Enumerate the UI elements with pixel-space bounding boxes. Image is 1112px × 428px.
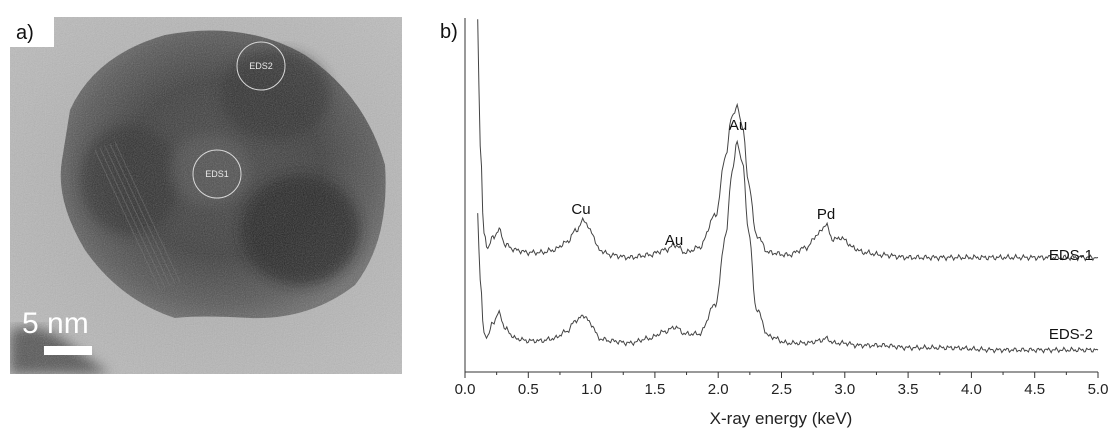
series-line-eds-1 bbox=[477, 19, 1099, 262]
eds2-region-label: EDS2 bbox=[249, 61, 273, 71]
x-tick-label: 0.5 bbox=[518, 381, 539, 398]
peak-label-au-minor: Au bbox=[665, 232, 683, 249]
panel-a-label: a) bbox=[16, 22, 34, 44]
x-tick-label: 0.0 bbox=[455, 381, 476, 398]
scale-bar bbox=[44, 346, 92, 355]
scale-bar-label: 5 nm bbox=[22, 307, 89, 340]
peak-label-au-major: Au bbox=[729, 117, 747, 134]
eds1-region-label: EDS1 bbox=[205, 169, 229, 179]
x-tick-label: 4.0 bbox=[961, 381, 982, 398]
x-tick-label: 1.5 bbox=[644, 381, 665, 398]
x-tick-label: 1.0 bbox=[581, 381, 602, 398]
series-line-eds-2 bbox=[477, 139, 1099, 354]
panel-b-label: b) bbox=[440, 21, 458, 43]
eds1-region-circle bbox=[192, 149, 242, 199]
x-ticks: 0.0 0.5 1.0 1.5 2.0 2.5 3.0 3.5 4.0 4.5 5.0 bbox=[455, 372, 1109, 398]
series-label-eds2: EDS-2 bbox=[1049, 326, 1093, 343]
peak-label-cu: Cu bbox=[571, 201, 590, 218]
panel-a-label-box bbox=[10, 17, 54, 47]
peak-label-pd: Pd bbox=[817, 206, 835, 223]
x-tick-label: 2.0 bbox=[708, 381, 729, 398]
x-tick-label: 4.5 bbox=[1024, 381, 1045, 398]
x-tick-label: 3.0 bbox=[834, 381, 855, 398]
x-tick-label: 5.0 bbox=[1088, 381, 1109, 398]
tem-image-panel bbox=[10, 17, 402, 374]
x-axis-title: X-ray energy (keV) bbox=[710, 409, 853, 428]
x-tick-label: 2.5 bbox=[771, 381, 792, 398]
series-label-eds1: EDS-1 bbox=[1049, 247, 1093, 264]
eds-spectrum-chart: 0.0 0.5 1.0 1.5 2.0 2.5 3.0 3.5 4.0 4.5 5.0 X-ray … bbox=[455, 18, 1109, 428]
series-layer bbox=[477, 19, 1099, 354]
x-tick-label: 3.5 bbox=[898, 381, 919, 398]
eds2-region-circle bbox=[236, 41, 286, 91]
